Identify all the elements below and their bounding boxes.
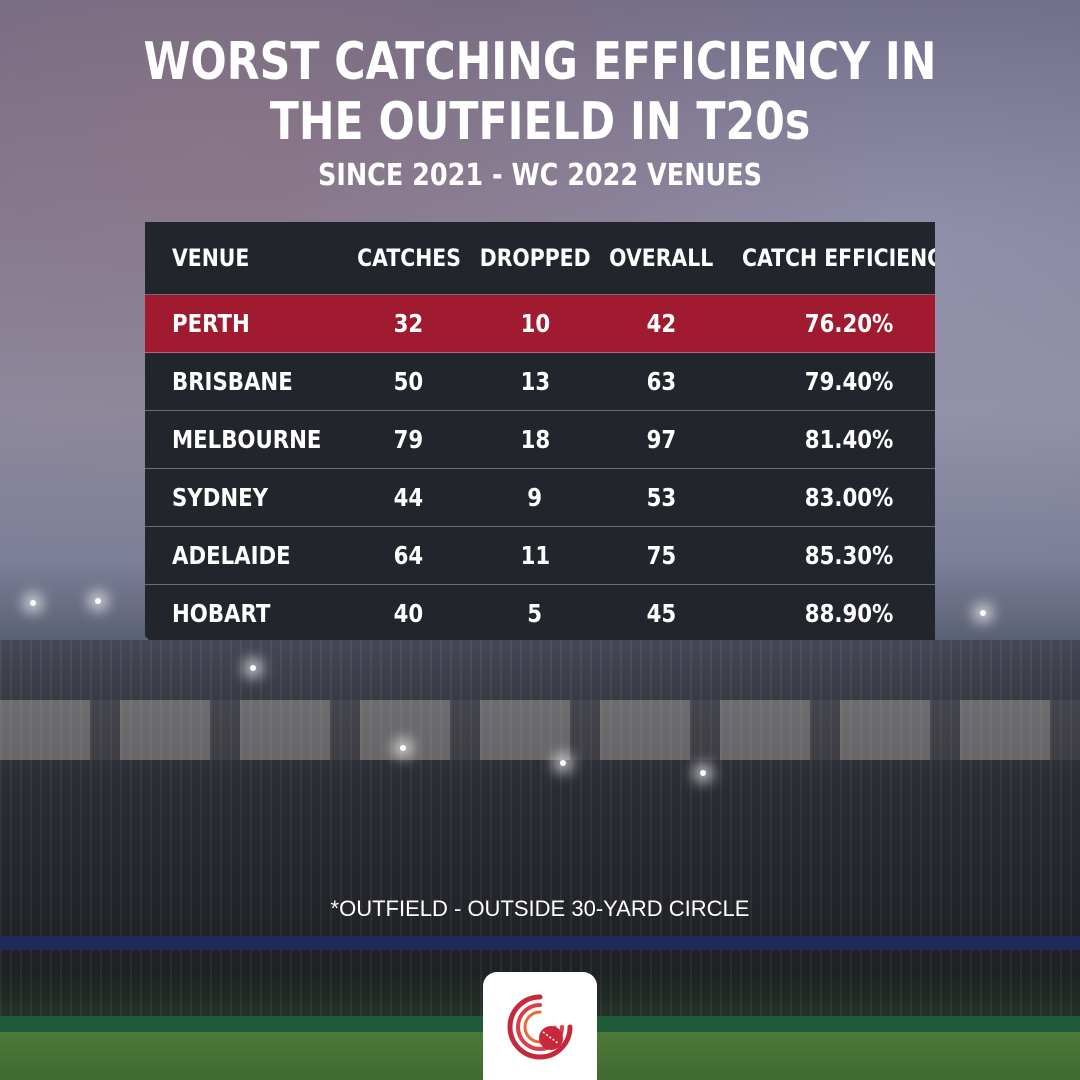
cell-venue: BRISBANE xyxy=(145,353,348,411)
cell-venue: SYDNEY xyxy=(145,469,348,527)
cell-catches: 64 xyxy=(348,527,470,585)
stadium-light-flare xyxy=(250,665,256,671)
cell-dropped: 18 xyxy=(470,411,600,469)
stadium-light-flare xyxy=(700,770,706,776)
title-line-1: WORST CATCHING EFFICIENCY IN xyxy=(143,32,937,92)
stats-table-panel: VENUE CATCHES DROPPED OVERALL CATCH EFFI… xyxy=(145,222,935,640)
table-row: SYDNEY 44 9 53 83.00% xyxy=(145,469,975,527)
page-title: WORST CATCHING EFFICIENCY IN THE OUTFIEL… xyxy=(97,32,983,152)
cell-efficiency: 83.00% xyxy=(723,469,976,527)
header: WORST CATCHING EFFICIENCY IN THE OUTFIEL… xyxy=(0,32,1080,194)
cell-overall: 45 xyxy=(600,585,722,643)
background-stadium-roof xyxy=(0,700,1080,760)
cell-efficiency: 76.20% xyxy=(723,295,976,353)
cell-overall: 97 xyxy=(600,411,722,469)
stats-table: VENUE CATCHES DROPPED OVERALL CATCH EFFI… xyxy=(145,222,975,642)
cell-efficiency: 81.40% xyxy=(723,411,976,469)
cell-efficiency: 88.90% xyxy=(723,585,976,643)
table-row: MELBOURNE 79 18 97 81.40% xyxy=(145,411,975,469)
cell-dropped: 13 xyxy=(470,353,600,411)
stadium-light-flare xyxy=(400,745,406,751)
table-row: PERTH 32 10 42 76.20% xyxy=(145,295,975,353)
column-header-overall: OVERALL xyxy=(609,244,714,272)
cell-efficiency: 79.40% xyxy=(723,353,976,411)
cell-catches: 40 xyxy=(348,585,470,643)
background-ad-board xyxy=(0,936,1080,950)
page-subtitle: SINCE 2021 - WC 2022 VENUES xyxy=(317,158,763,193)
table-header-row: VENUE CATCHES DROPPED OVERALL CATCH EFFI… xyxy=(145,222,975,295)
cell-dropped: 5 xyxy=(470,585,600,643)
cell-venue: HOBART xyxy=(145,585,348,643)
brand-logo xyxy=(483,972,597,1080)
cricket-ball-logo-icon xyxy=(507,994,573,1060)
cell-catches: 44 xyxy=(348,469,470,527)
cell-overall: 53 xyxy=(600,469,722,527)
cell-catches: 50 xyxy=(348,353,470,411)
column-header-catches: CATCHES xyxy=(356,244,461,272)
cell-venue: PERTH xyxy=(145,295,348,353)
stadium-light-flare xyxy=(980,610,986,616)
cell-overall: 63 xyxy=(600,353,722,411)
table-row: BRISBANE 50 13 63 79.40% xyxy=(145,353,975,411)
stadium-light-flare xyxy=(95,598,101,604)
column-header-venue: VENUE xyxy=(172,244,250,272)
cell-overall: 75 xyxy=(600,527,722,585)
cell-overall: 42 xyxy=(600,295,722,353)
cell-venue: MELBOURNE xyxy=(145,411,348,469)
cell-efficiency: 85.30% xyxy=(723,527,976,585)
title-line-2: THE OUTFIELD IN T20s xyxy=(269,92,811,152)
cell-catches: 79 xyxy=(348,411,470,469)
cell-dropped: 9 xyxy=(470,469,600,527)
column-header-catch-efficiency: CATCH EFFICIENCY xyxy=(741,244,957,272)
footnote: *OUTFIELD - OUTSIDE 30-YARD CIRCLE xyxy=(330,896,750,921)
stadium-light-flare xyxy=(560,760,566,766)
column-header-dropped: DROPPED xyxy=(479,244,591,272)
cell-dropped: 11 xyxy=(470,527,600,585)
table-row: ADELAIDE 64 11 75 85.30% xyxy=(145,527,975,585)
table-row: HOBART 40 5 45 88.90% xyxy=(145,585,975,643)
cell-catches: 32 xyxy=(348,295,470,353)
stadium-light-flare xyxy=(30,600,36,606)
cell-dropped: 10 xyxy=(470,295,600,353)
cell-venue: ADELAIDE xyxy=(145,527,348,585)
